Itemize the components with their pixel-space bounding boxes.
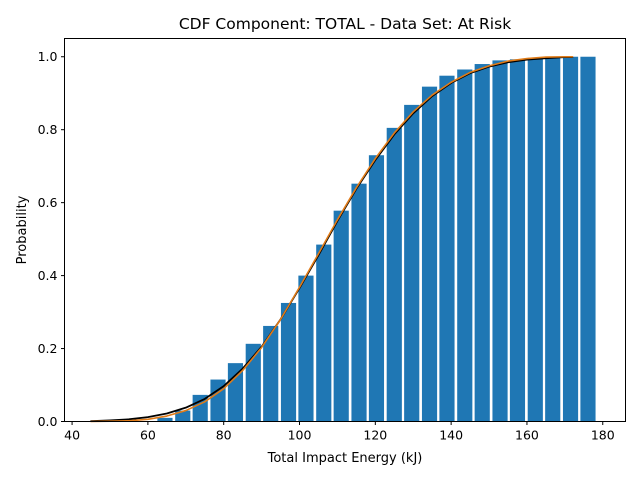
x-tick-label: 180	[591, 428, 615, 443]
x-tick-label: 40	[64, 428, 80, 443]
cdf-bar	[509, 59, 526, 422]
y-tick-label: 1.0	[38, 49, 58, 64]
x-tick-label: 80	[216, 428, 232, 443]
cdf-bar	[298, 275, 314, 422]
x-tick-label: 60	[140, 428, 156, 443]
x-tick-label: 160	[515, 428, 539, 443]
cdf-bar	[404, 104, 420, 422]
plot-frame	[64, 38, 626, 422]
cdf-bar	[157, 417, 173, 422]
x-tick-label: 140	[439, 428, 463, 443]
cdf-bar	[263, 325, 279, 422]
y-tick-label: 0.6	[38, 195, 58, 210]
x-tick-label: 120	[363, 428, 387, 443]
cdf-bar	[421, 86, 438, 422]
bars-layer	[157, 56, 596, 422]
cdf-bar	[439, 75, 455, 422]
cdf-bar	[280, 302, 297, 422]
cdf-bar	[580, 56, 596, 422]
cdf-bar	[386, 127, 402, 422]
cdf-curve-orange	[90, 55, 574, 423]
y-tick-label: 0.4	[38, 268, 58, 283]
cdf-bar	[316, 244, 332, 422]
chart-title: CDF Component: TOTAL - Data Set: At Risk	[179, 15, 511, 33]
cdf-bar	[457, 69, 473, 422]
x-axis-label: Total Impact Energy (kJ)	[267, 451, 423, 466]
cdf-bar	[562, 56, 579, 422]
cdf-bar	[333, 210, 349, 422]
cdf-bar	[351, 183, 367, 422]
cdf-bar	[492, 60, 508, 422]
y-axis-label: Probability	[15, 195, 30, 264]
cdf-bar	[545, 57, 561, 422]
cdf-bar	[474, 64, 490, 422]
y-tick-label: 0.0	[38, 414, 58, 429]
y-axis-ticks: 0.0 0.2 0.4 0.6 0.8 1.0	[38, 49, 65, 429]
y-tick-label: 0.8	[38, 122, 58, 137]
lines-layer	[90, 55, 574, 423]
x-axis-ticks: 40 60 80 100 120 140 160 180	[64, 421, 615, 443]
cdf-bar	[527, 57, 543, 422]
cdf-bar	[368, 155, 385, 422]
cdf-bar	[175, 410, 191, 422]
x-tick-label: 100	[288, 428, 312, 443]
y-tick-label: 0.2	[38, 341, 58, 356]
